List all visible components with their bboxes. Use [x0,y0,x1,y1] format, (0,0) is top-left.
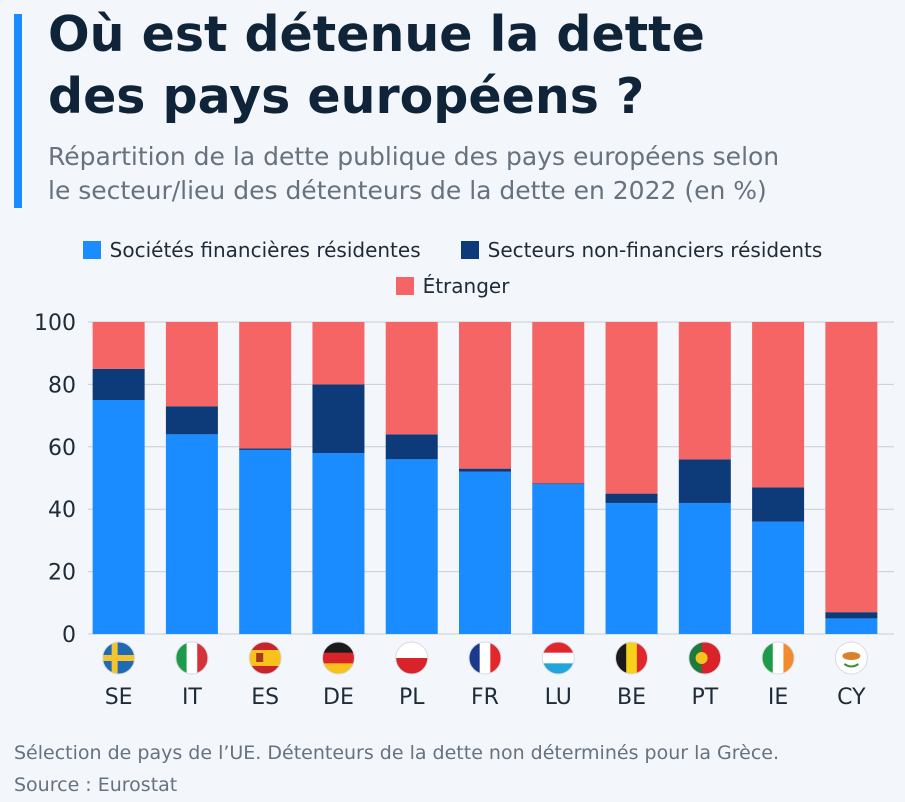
footnote-source: Source : Eurostat [14,774,178,796]
bar-segment-be-0 [605,502,658,634]
bar-segment-cy-1 [825,612,878,619]
legend-item-foreign: Étranger [395,274,510,298]
stacked-bar-chart: 0 20 40 60 80 100 SE IT ES DE PL FR LU BE PT IE CY [34,311,894,710]
x-tick-label: CY [837,685,866,710]
bar-segment-pt-0 [678,502,731,634]
bar-segment-es-1 [239,448,292,450]
x-tick-label: IT [182,685,202,710]
bar-segment-it-2 [165,322,218,407]
bar-segment-pt-1 [678,459,731,503]
flag-lu-icon [541,641,575,675]
flag-cy-icon [834,641,868,675]
x-tick-label: PT [691,685,718,710]
bar-segment-cy-0 [825,618,878,634]
bar-segment-ie-1 [752,487,805,522]
flag-pl-icon [395,641,429,675]
legend-swatch-foreign [395,277,414,295]
footnote-note: Sélection de pays de l’UE. Détenteurs de… [14,742,780,764]
y-tick-label: 0 [62,623,76,648]
x-tick-label: SE [105,685,133,710]
bar-segment-fr-1 [459,468,511,472]
legend-swatch-nonfinancial [460,241,479,259]
x-tick-label: IE [768,685,788,710]
bar-segment-be-1 [605,493,658,503]
flag-it-icon [175,641,209,675]
bar-segment-de-1 [312,384,365,454]
bar-segment-it-1 [165,406,218,435]
legend-row-2: Étranger [0,268,905,304]
x-tick-label: ES [251,685,279,710]
bar-segment-fr-2 [459,322,511,469]
y-tick-label: 100 [34,311,76,336]
y-tick-label: 20 [48,561,76,586]
legend-label-nonfinancial: Secteurs non-financiers résidents [487,238,823,262]
flag-es-icon [248,641,282,675]
bar-segment-pt-2 [678,322,731,460]
bar-segment-de-0 [312,453,365,634]
bar-segment-se-0 [92,400,145,634]
bar-segment-lu-0 [532,484,585,634]
legend-label-foreign: Étranger [422,274,510,298]
flag-se-icon [102,641,136,675]
bar-segment-pl-1 [385,434,438,460]
legend-label-financial: Sociétés financières résidentes [109,238,421,262]
flag-pt-icon [688,641,722,675]
x-tick-label: LU [545,685,572,710]
flag-be-icon [615,641,649,675]
chart-footnote: Sélection de pays de l’UE. Détenteurs de… [14,737,894,801]
flag-fr-icon [468,641,502,675]
subtitle-line-2: le secteur/lieu des détenteurs de la det… [48,176,767,205]
subtitle-line-1: Répartition de la dette publique des pay… [48,142,780,171]
bar-segment-es-0 [239,449,292,634]
chart-subtitle: Répartition de la dette publique des pay… [48,140,898,208]
x-tick-label: DE [323,685,354,710]
bar-segment-cy-2 [825,322,878,613]
y-tick-label: 40 [48,498,76,523]
x-tick-label: PL [399,685,425,710]
x-tick-label: BE [617,685,646,710]
bar-segment-pl-2 [385,322,438,435]
title-accent-bar [14,14,22,208]
bar-segment-pl-0 [385,459,438,634]
flag-de-icon [321,641,355,675]
y-tick-label: 80 [48,373,76,398]
bar-segment-es-2 [239,322,292,449]
chart-legend: Sociétés financières résidentes Secteurs… [0,232,905,304]
legend-row-1: Sociétés financières résidentes Secteurs… [0,232,905,268]
title-line-2: des pays européens ? [48,68,645,125]
bar-segment-be-2 [605,322,658,494]
bar-segment-se-2 [92,322,145,369]
flag-ie-icon [761,641,795,675]
bar-segment-de-2 [312,322,365,385]
bar-segment-lu-1 [532,483,585,485]
bar-segment-se-1 [92,368,145,400]
x-tick-label: FR [471,685,499,710]
bar-segment-ie-2 [752,322,805,488]
legend-item-nonfinancial: Secteurs non-financiers résidents [460,238,823,262]
legend-swatch-financial [82,241,101,259]
title-line-1: Où est détenue la dette [48,6,705,63]
y-tick-label: 60 [48,436,76,461]
page-title: Où est détenue la dette des pays europée… [48,4,888,128]
bar-segment-ie-0 [752,521,805,634]
legend-item-financial: Sociétés financières résidentes [82,238,421,262]
bar-segment-it-0 [165,434,218,634]
bar-segment-lu-2 [532,322,585,484]
bar-segment-fr-0 [459,471,511,634]
